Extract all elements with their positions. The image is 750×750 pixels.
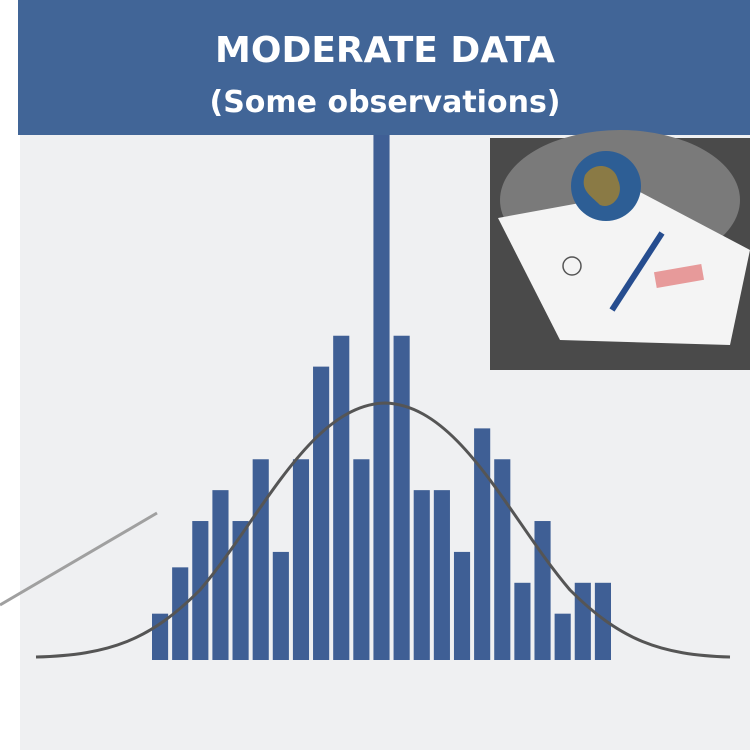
bar [594, 582, 611, 660]
bar [252, 459, 269, 660]
bars [152, 135, 611, 660]
photo-paper [498, 192, 750, 345]
header-title: MODERATE DATA [215, 30, 555, 71]
bar [212, 490, 229, 660]
bar [474, 428, 491, 660]
photo [490, 130, 750, 370]
bar [554, 613, 571, 660]
photo-pencil [609, 231, 665, 312]
bar [574, 582, 591, 660]
bar [514, 582, 531, 660]
bar [494, 459, 511, 660]
connector-line [0, 511, 158, 607]
bar [393, 335, 410, 660]
photo-bulb [562, 256, 582, 276]
bar [433, 490, 450, 660]
header-band [18, 0, 750, 135]
bar [534, 521, 551, 660]
bar [313, 366, 330, 660]
bar [272, 551, 289, 660]
bar [232, 521, 249, 660]
bar [413, 490, 430, 660]
photo-eraser [653, 263, 705, 289]
bar [373, 135, 390, 660]
bar [453, 551, 471, 660]
bar [172, 567, 189, 660]
bar [333, 335, 350, 660]
photo-globe-land [583, 165, 620, 206]
bar [353, 459, 370, 660]
normal-curve [35, 401, 731, 659]
header-subtitle: (Some observations) [209, 85, 560, 120]
bar [292, 459, 310, 660]
